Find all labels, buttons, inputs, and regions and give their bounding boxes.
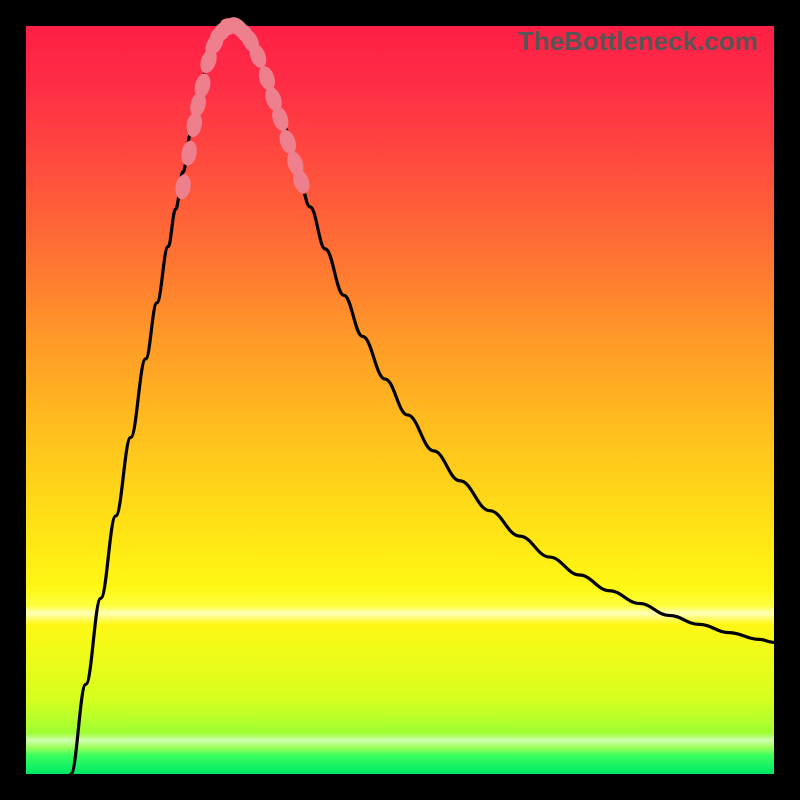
data-marker [180, 140, 198, 166]
data-marker [174, 174, 192, 200]
watermark-text: TheBottleneck.com [518, 26, 758, 57]
bottleneck-curve [71, 26, 774, 774]
marker-group [174, 14, 312, 200]
chart-frame: TheBottleneck.com [0, 0, 800, 800]
chart-svg [26, 26, 774, 774]
data-marker [277, 128, 298, 155]
plot-area [26, 26, 774, 774]
data-marker [257, 65, 278, 92]
